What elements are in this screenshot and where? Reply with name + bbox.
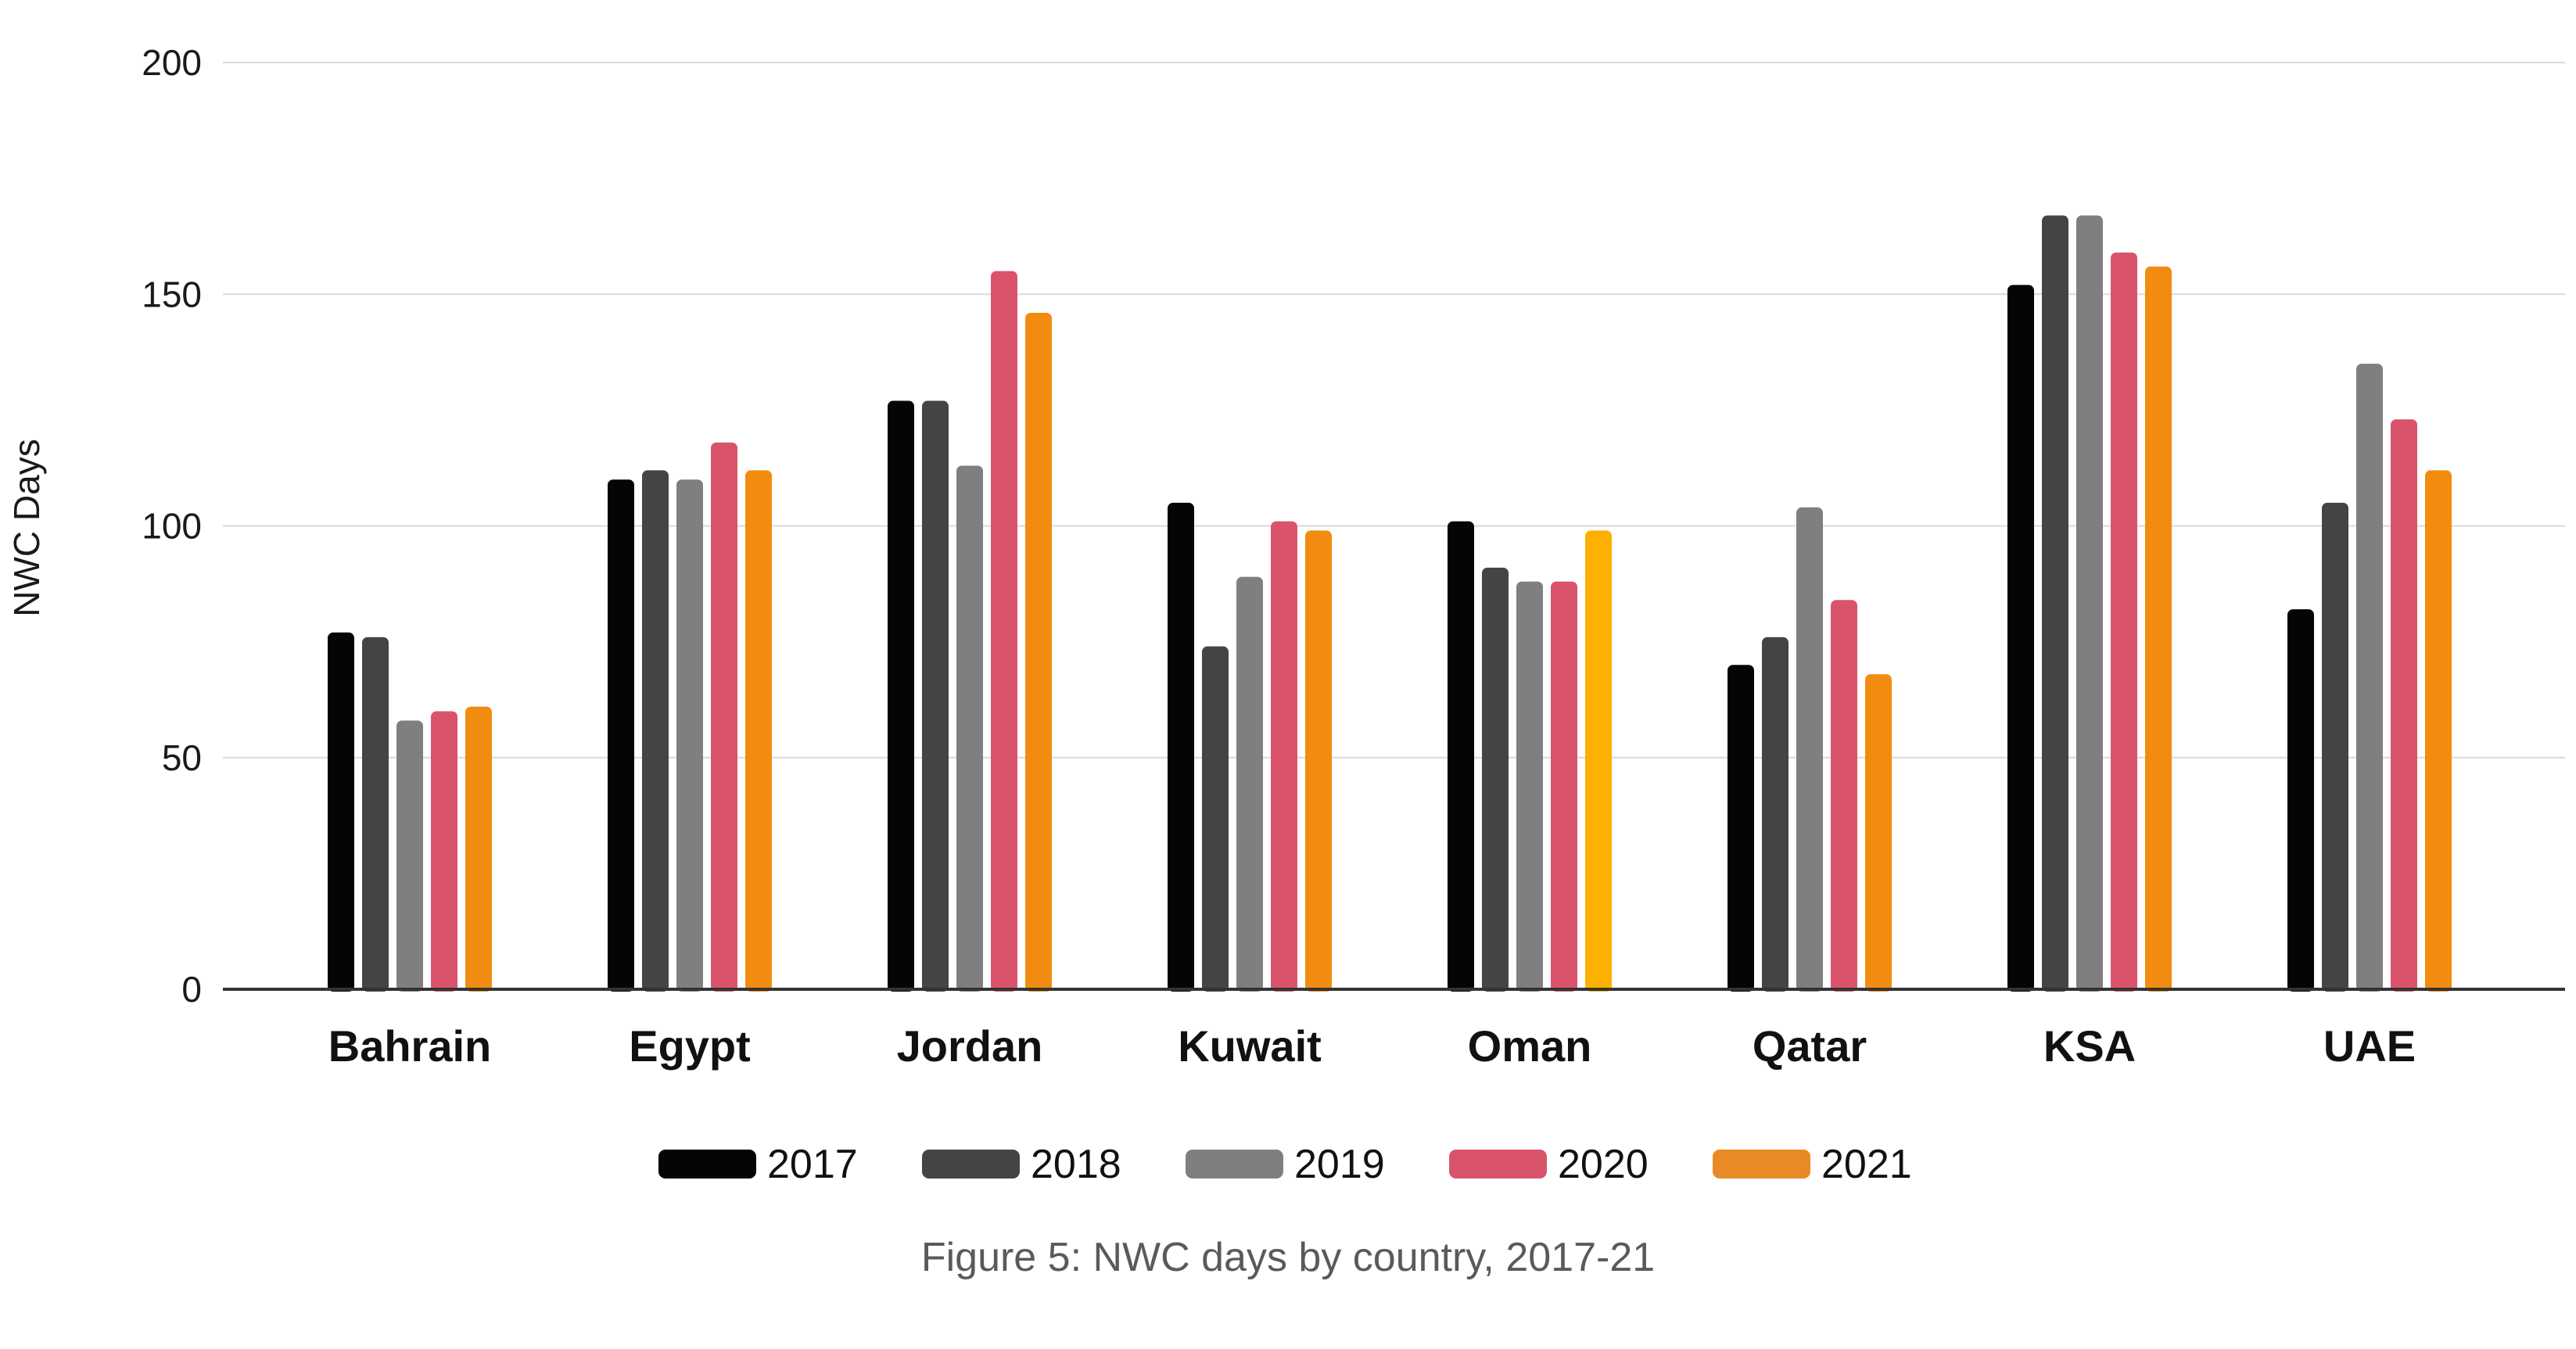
x-tick-label: UAE (2323, 1021, 2416, 1071)
bar-kuwait-2021 (1305, 530, 1332, 992)
bar-oman-2021 (1585, 530, 1612, 992)
x-tick-label: Egypt (629, 1021, 751, 1071)
bar-oman-2020 (1551, 581, 1577, 992)
bar-egypt-2018 (642, 470, 669, 992)
y-tick-labels: 0 50 100 150 200 (142, 42, 202, 1010)
figure-caption: Figure 5: NWC days by country, 2017-21 (920, 1235, 1656, 1280)
bar-uae-2019 (2356, 364, 2383, 992)
y-tick-label: 200 (142, 42, 202, 83)
bar-ksa-2018 (2042, 215, 2068, 992)
x-tick-label: KSA (2043, 1021, 2136, 1071)
bar-egypt-2020 (711, 442, 737, 992)
bar-jordan-2018 (922, 400, 949, 992)
legend-swatch-2017 (658, 1150, 756, 1179)
x-tick-labels: Bahrain Egypt Jordan Kuwait Oman Qatar KSA UAE (328, 1021, 2416, 1071)
bar-bahrain-2020 (431, 711, 457, 992)
bar-jordan-2021 (1025, 312, 1052, 992)
bar-kuwait-2019 (1236, 576, 1263, 992)
y-tick-label: 50 (162, 737, 202, 778)
x-tick-label: Oman (1468, 1021, 1592, 1071)
bar-bahrain-2018 (362, 637, 389, 992)
bar-qatar-2021 (1865, 674, 1892, 992)
legend-swatch-2020 (1449, 1150, 1547, 1179)
gridlines (223, 62, 2565, 759)
bar-uae-2017 (2287, 609, 2314, 992)
legend-swatch-2021 (1713, 1150, 1810, 1179)
bar-ksa-2021 (2145, 266, 2172, 992)
bar-egypt-2021 (745, 470, 772, 992)
bar-egypt-2017 (608, 479, 634, 992)
bar-kuwait-2017 (1168, 502, 1194, 992)
bar-oman-2018 (1482, 567, 1509, 992)
x-tick-label: Jordan (897, 1021, 1043, 1071)
bar-uae-2021 (2425, 470, 2452, 992)
bar-kuwait-2018 (1202, 646, 1229, 992)
y-axis-title: NWC Days (6, 439, 47, 616)
bar-bahrain-2017 (328, 632, 354, 992)
legend-label-2020: 2020 (1558, 1142, 1649, 1187)
legend: 2017 2018 2019 2020 2021 (658, 1142, 1912, 1187)
x-tick-label: Qatar (1753, 1021, 1867, 1071)
x-tick-label: Bahrain (328, 1021, 492, 1071)
legend-label-2021: 2021 (1821, 1142, 1912, 1187)
legend-swatch-2018 (922, 1150, 1020, 1179)
bar-qatar-2018 (1762, 637, 1788, 992)
y-tick-label: 100 (142, 506, 202, 547)
bar-ksa-2020 (2111, 252, 2137, 992)
bar-jordan-2019 (956, 465, 983, 992)
bar-oman-2017 (1448, 521, 1474, 992)
bar-egypt-2019 (676, 479, 703, 992)
bar-qatar-2017 (1727, 665, 1754, 992)
y-tick-label: 0 (181, 969, 202, 1010)
bar-bahrain-2021 (465, 706, 492, 992)
bar-qatar-2020 (1831, 600, 1857, 992)
legend-swatch-2019 (1186, 1150, 1283, 1179)
bar-oman-2019 (1516, 581, 1543, 992)
x-tick-label: Kuwait (1178, 1021, 1322, 1071)
bar-uae-2020 (2391, 419, 2417, 992)
bar-jordan-2017 (888, 400, 914, 992)
legend-label-2019: 2019 (1294, 1142, 1385, 1187)
legend-label-2018: 2018 (1031, 1142, 1121, 1187)
bar-jordan-2020 (991, 271, 1017, 992)
bar-ksa-2019 (2076, 215, 2103, 992)
legend-label-2017: 2017 (767, 1142, 858, 1187)
bar-ksa-2017 (2007, 285, 2034, 992)
bar-uae-2018 (2322, 502, 2348, 992)
bar-kuwait-2020 (1271, 521, 1297, 992)
bar-qatar-2019 (1796, 507, 1823, 992)
bar-bahrain-2019 (396, 720, 423, 992)
y-tick-label: 150 (142, 274, 202, 314)
bars (328, 215, 2452, 992)
